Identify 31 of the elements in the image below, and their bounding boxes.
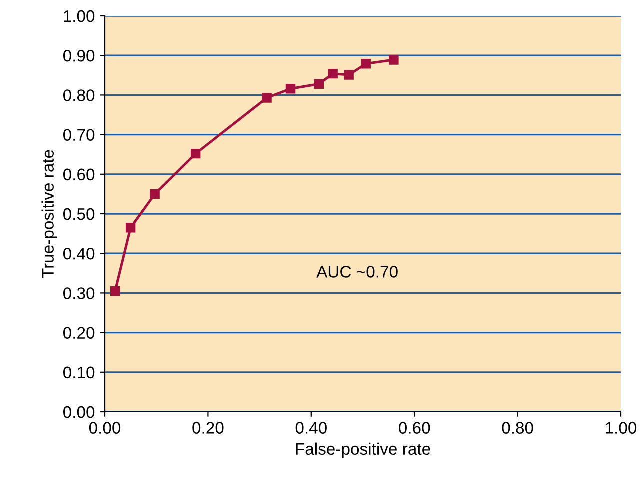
y-axis-title: True-positive rate	[42, 150, 58, 278]
point	[361, 59, 371, 69]
y-tick-label: 0.50	[63, 208, 95, 220]
y-tick-label: 0.70	[63, 129, 95, 142]
y-tick-label: 1.00	[64, 10, 95, 22]
point	[262, 93, 272, 103]
x-tick-label: 0.20	[192, 422, 224, 434]
y-tick-label: 0.80	[63, 90, 95, 102]
point	[126, 223, 136, 233]
y-tick-label: 0.60	[63, 168, 95, 181]
y-tick-label: 0.90	[63, 50, 95, 62]
point	[328, 68, 338, 79]
x-tick-label: 0.80	[502, 422, 534, 434]
x-tick-label: 1.00	[606, 422, 637, 434]
y-tick-label: 0.00	[63, 406, 95, 418]
point	[344, 70, 354, 80]
x-tick-label: 0.60	[399, 422, 430, 434]
x-tick-label: 0.40	[296, 422, 327, 434]
point	[110, 286, 120, 296]
point	[150, 189, 160, 200]
point	[314, 79, 324, 89]
y-tick-label: 0.20	[63, 327, 95, 340]
y-tick-label: 0.30	[63, 288, 95, 300]
point	[389, 55, 399, 65]
x-tick-label: 0.00	[89, 422, 121, 434]
x-axis-title: False-positive rate	[296, 442, 430, 458]
point	[190, 148, 201, 159]
point	[286, 84, 296, 94]
y-tick-label: 0.10	[63, 366, 95, 379]
y-tick-label: 0.40	[63, 248, 95, 260]
annotation: AUC ~0.70	[316, 266, 398, 278]
